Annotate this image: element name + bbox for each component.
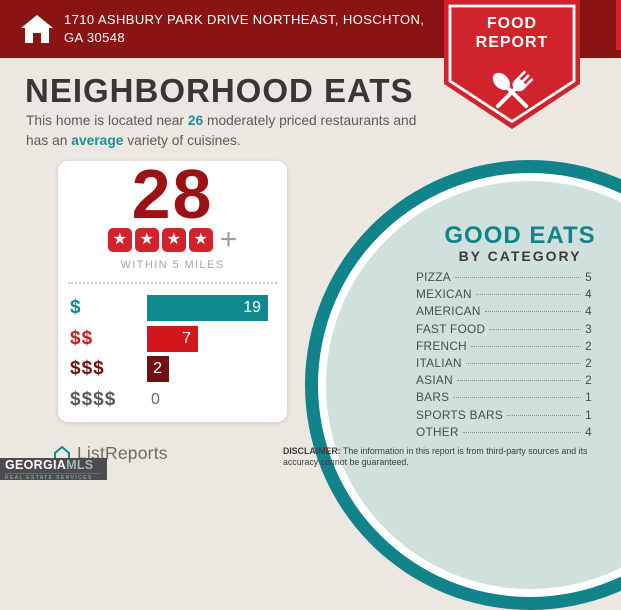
disclaimer: DISCLAIMER: The information in this repo… [283,446,617,469]
star-rating: ★ ★ ★ ★ [107,228,213,252]
price-tier-label: $$$ [70,358,105,380]
page-subtitle: This home is located near 26 moderately … [26,111,426,151]
georgia-mls-logo: GEORGIAMLS REAL ESTATE SERVICES [0,458,107,481]
variety-highlight: average [71,133,124,148]
price-tier-zero-value: 0 [151,390,160,408]
category-row: ITALIAN 2 [416,356,592,373]
category-value: 2 [585,373,592,388]
subtitle-text-3: variety of cuisines. [123,133,241,148]
category-label: SPORTS BARS [416,407,503,422]
subtitle-text-2: moderately priced restaurants and has an [26,113,417,148]
price-tier-row: $$$$ 0 [70,385,279,416]
price-tier-bar: 19 [147,295,268,322]
good-eats-title: GOOD EATS [444,222,596,249]
dotted-leader [465,362,582,364]
mls-wordmark-secondary: MLS [66,458,94,472]
category-value: 2 [585,338,592,353]
category-value: 2 [585,355,592,370]
disclaimer-label: DISCLAIMER: [283,446,341,456]
category-label: AMERICAN [416,304,481,319]
badge-title: FOOD REPORT [444,14,580,52]
dotted-leader [489,328,582,330]
badge-ribbon-shape [444,0,580,129]
category-row: OTHER 4 [416,425,592,442]
radius-caption: WITHIN 5 MILES [120,259,225,271]
edge-ribbon-decoration [616,0,621,50]
category-value: 1 [585,390,592,405]
category-label: FRENCH [416,338,467,353]
restaurant-count-highlight: 26 [187,113,204,128]
georgia-mls-wordmark: GEORGIAMLS [5,459,107,472]
category-value: 1 [585,407,592,422]
stars-row: ★ ★ ★ ★ + [58,223,287,256]
price-tier-bar: 7 [147,325,198,352]
category-row: BARS 1 [416,390,592,407]
restaurant-summary-card: 28 ★ ★ ★ ★ + WITHIN 5 MILES $19 $$ 7 $$$ 2 $$$$ 0 [58,155,287,422]
category-row: MEXICAN 4 [416,287,592,304]
mls-tagline: REAL ESTATE SERVICES [5,473,101,481]
restaurant-count: 28 [131,155,214,233]
category-label: ITALIAN [416,355,462,370]
dotted-leader [475,294,582,296]
food-report-badge: FOOD REPORT [444,0,580,132]
price-tier-row: $19 [70,293,279,324]
category-value: 5 [585,270,592,284]
mls-wordmark-primary: GEORGIA [5,458,67,472]
star-icon: ★ [161,228,186,252]
dotted-leader [484,311,582,313]
price-tier-row: $$ 7 [70,324,279,355]
category-row: FAST FOOD 3 [416,322,592,339]
category-value: 4 [585,287,592,302]
price-tier-bar-chart: $19 $$ 7 $$$ 2 $$$$ 0 [70,293,279,415]
price-tier-label: $ [70,297,82,319]
plus-sign: + [219,223,238,256]
page-title: NEIGHBORHOOD EATS [25,72,414,109]
star-icon: ★ [107,228,132,252]
house-icon [21,15,53,43]
category-label: MEXICAN [416,287,472,302]
property-address: 1710 ASHBURY PARK DRIVE NORTHEAST, HOSCH… [64,12,425,45]
price-tier-label: $$ [70,327,94,349]
category-list: PIZZA 5 MEXICAN 4 AMERICAN 4 FAST FOOD 3 FRENCH 2… [416,270,592,442]
dotted-separator [68,282,277,284]
category-label: ASIAN [416,373,453,388]
price-tier-bar: 2 [147,356,169,383]
category-value: 4 [585,304,592,319]
price-tier-label: $$$$ [70,388,117,410]
category-label: BARS [416,390,450,405]
dotted-leader [507,414,582,416]
crossed-utensils-icon [492,70,534,109]
category-row: SPORTS BARS 1 [416,408,592,425]
subtitle-text-1: This home is located near [26,113,188,128]
category-value: 3 [585,321,592,336]
category-row: AMERICAN 4 [416,304,592,321]
dotted-leader [462,431,582,433]
category-row: PIZZA 5 [416,270,592,287]
star-icon: ★ [134,228,159,252]
dotted-leader [456,380,582,382]
price-tier-row: $$$ 2 [70,354,279,385]
badge-title-line2: REPORT [475,34,549,51]
good-eats-subtitle: BY CATEGORY [458,248,582,264]
dotted-leader [453,397,582,399]
disclaimer-text: The information in this report is from t… [283,446,588,468]
star-icon: ★ [188,228,213,252]
category-label: OTHER [416,424,459,439]
category-label: PIZZA [416,270,451,284]
dotted-leader [454,277,582,278]
badge-title-line1: FOOD [486,15,538,32]
category-row: ASIAN 2 [416,373,592,390]
dotted-leader [470,345,582,347]
category-value: 4 [585,424,592,439]
category-row: FRENCH 2 [416,339,592,356]
category-label: FAST FOOD [416,321,486,336]
